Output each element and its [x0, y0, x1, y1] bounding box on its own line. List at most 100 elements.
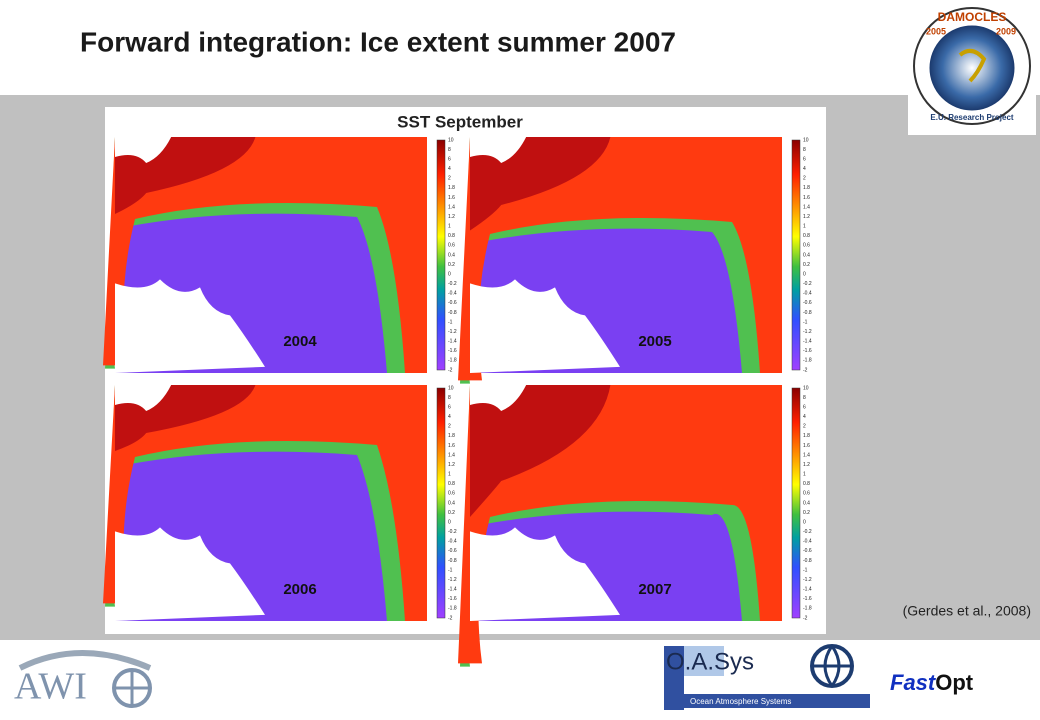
colorbar-tick-label: 1.6 — [448, 195, 455, 201]
colorbar-tick-label: 0.2 — [448, 510, 455, 516]
colorbar-tick-label: 0.8 — [448, 233, 455, 239]
year-label: 2006 — [283, 581, 316, 598]
colorbar-tick-label: 0.8 — [448, 481, 455, 487]
colorbar-tick-label: 1 — [448, 472, 451, 478]
land — [115, 385, 172, 411]
colorbar-tick-label: -1 — [803, 567, 808, 573]
colorbar-tick-label: -0.6 — [448, 548, 457, 554]
warm-core — [470, 385, 611, 517]
colorbar-tick-label: -1.8 — [803, 606, 812, 612]
damocles-start: 2005 — [926, 26, 946, 36]
land — [470, 527, 620, 621]
colorbar-tick-label: 0.6 — [803, 243, 810, 249]
colorbar-tick-label: -2 — [803, 367, 808, 373]
colorbar-tick-label: -0.8 — [448, 558, 457, 564]
colorbar-tick-label: 6 — [448, 156, 451, 162]
colorbar-tick-label: -0.4 — [448, 539, 457, 545]
land — [115, 279, 265, 373]
colorbar-tick-label: 0.8 — [803, 481, 810, 487]
colorbar-tick-label: 10 — [448, 385, 454, 391]
colorbar-tick-label: 1.2 — [803, 214, 810, 220]
damocles-logo: DAMOCLES 2005 2009 E.U. Research Project — [908, 0, 1036, 135]
colorbar-tick-label: -1.8 — [448, 358, 457, 364]
colorbar-tick-label: 0.4 — [448, 500, 455, 506]
colorbar-tick-label: 1.8 — [803, 433, 810, 439]
colorbar-tick-label: 1.4 — [448, 452, 455, 458]
colorbar-tick-label: 2 — [803, 176, 806, 182]
colorbar-tick-label: -1.6 — [448, 348, 457, 354]
colorbar — [791, 387, 801, 619]
colorbar-tick-label: 8 — [448, 147, 451, 153]
colorbar-tick-label: 4 — [448, 414, 451, 420]
colorbar-tick-label: 0.8 — [803, 233, 810, 239]
fastopt-opt: Opt — [935, 670, 974, 695]
colorbar-tick-label: 8 — [448, 395, 451, 401]
slide-title: Forward integration: Ice extent summer 2… — [80, 26, 676, 57]
land — [115, 137, 172, 163]
colorbar-tick-label: 1 — [803, 224, 806, 230]
colorbar-tick-label: 1 — [803, 472, 806, 478]
colorbar-tick-label: 1.2 — [448, 214, 455, 220]
colorbar-tick-label: -0.8 — [448, 310, 457, 316]
colorbar-tick-label: 0.6 — [448, 491, 455, 497]
damocles-subtitle: E.U. Research Project — [930, 113, 1013, 122]
colorbar — [436, 139, 446, 371]
map-panel: 2007 10 8 6 4 2 1.8 1.6 1.4 1.2 1 0.8 0.6 0.4 0.2 0 -0.2… — [458, 385, 812, 667]
warm-water — [458, 137, 782, 381]
colorbar-tick-label: -1.2 — [803, 577, 812, 583]
colorbar-tick-label: -0.4 — [803, 291, 812, 297]
colorbar-tick-label: 8 — [803, 147, 806, 153]
colorbar-tick-label: -0.4 — [803, 539, 812, 545]
year-label: 2004 — [283, 333, 317, 350]
colorbar-tick-label: 0.6 — [803, 491, 810, 497]
colorbar-tick-label: 2 — [448, 424, 451, 430]
colorbar-tick-label: 1.6 — [448, 443, 455, 449]
panels: 2004 10 8 6 4 2 1.8 1.6 1.4 1.2 1 0.8 0.6 0.4 0.2 0 -0.2… — [103, 137, 812, 667]
land — [469, 137, 527, 163]
colorbar-tick-label: -1 — [448, 319, 453, 325]
colorbar-tick-label: 10 — [803, 137, 809, 143]
colorbar-tick-label: -1.2 — [803, 329, 812, 335]
colorbar-tick-label: 0 — [448, 519, 451, 525]
land — [469, 385, 527, 411]
colorbar-tick-label: -1.4 — [803, 339, 812, 345]
colorbar-tick-label: 4 — [803, 166, 806, 172]
colorbar-tick-label: -0.2 — [448, 281, 457, 287]
colorbar-tick-label: 10 — [803, 385, 809, 391]
colorbar-tick-label: -1.6 — [803, 348, 812, 354]
oasys-name: O.A.Sys — [666, 648, 754, 675]
colorbar-tick-label: -0.6 — [803, 548, 812, 554]
colorbar-tick-label: 6 — [803, 404, 806, 410]
damocles-name: DAMOCLES — [938, 10, 1007, 24]
colorbar-tick-label: -0.6 — [448, 300, 457, 306]
colorbar-tick-label: -0.4 — [448, 291, 457, 297]
colorbar-tick-label: 0.2 — [448, 262, 455, 268]
colorbar-tick-label: -1.2 — [448, 577, 457, 583]
colorbar-tick-label: -0.6 — [803, 300, 812, 306]
colorbar-tick-label: -1.6 — [803, 596, 812, 602]
colorbar-tick-label: -1.8 — [803, 358, 812, 364]
colorbar-tick-label: -1.8 — [448, 606, 457, 612]
fastopt-logo: FastOpt — [890, 670, 974, 695]
colorbar-tick-label: 1 — [448, 224, 451, 230]
colorbar-tick-label: -1.6 — [448, 596, 457, 602]
colorbar-tick-label: 8 — [803, 395, 806, 401]
warm-water — [103, 137, 427, 373]
colorbar-tick-label: -1.4 — [448, 587, 457, 593]
year-label: 2007 — [638, 581, 671, 598]
map-panel: 2004 10 8 6 4 2 1.8 1.6 1.4 1.2 1 0.8 0.6 0.4 0.2 0 -0.2… — [103, 137, 457, 373]
colorbar-tick-label: 1.8 — [803, 185, 810, 191]
colorbar-tick-label: 2 — [448, 176, 451, 182]
colorbar-tick-label: 1.2 — [448, 462, 455, 468]
colorbar-tick-label: -0.2 — [448, 529, 457, 535]
colorbar-tick-label: -1.2 — [448, 329, 457, 335]
warm-water — [103, 385, 427, 621]
colorbar-tick-label: 1.8 — [448, 185, 455, 191]
colorbar-tick-label: -1 — [803, 319, 808, 325]
colorbar-tick-label: -0.8 — [803, 310, 812, 316]
figure-title: SST September — [397, 112, 523, 131]
colorbar-tick-label: -1.4 — [803, 587, 812, 593]
colorbar-tick-label: 1.4 — [448, 204, 455, 210]
colorbar-tick-label: 6 — [803, 156, 806, 162]
colorbar — [436, 387, 446, 619]
